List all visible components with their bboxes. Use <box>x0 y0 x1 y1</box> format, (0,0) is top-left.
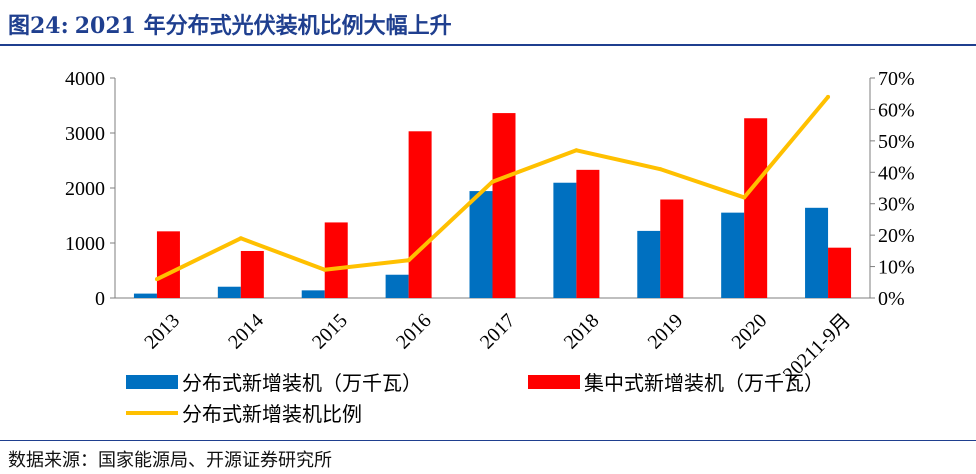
y-left-tick-label: 2000 <box>65 178 105 200</box>
bar-centralized <box>576 169 600 298</box>
x-tick-label: 2014 <box>224 310 268 354</box>
x-tick-label: 2015 <box>308 310 352 354</box>
x-tick-label: 2020 <box>727 310 771 354</box>
chart-bars <box>133 113 852 298</box>
title-divider <box>0 44 976 46</box>
y-left-tick-label: 1000 <box>65 233 105 255</box>
y-right-tick-label: 70% <box>878 68 915 90</box>
y-right-tick-label: 20% <box>878 225 915 247</box>
line-point <box>406 258 411 263</box>
line-point <box>154 277 159 282</box>
line-point <box>238 236 243 241</box>
bar-centralized <box>240 250 264 298</box>
bar-distributed <box>133 293 157 298</box>
figure-title: 图24: 2021 年分布式光伏装机比例大幅上升 <box>8 4 452 44</box>
y-left-tick-label: 0 <box>95 288 105 310</box>
chart-legend: 分布式新增装机（万千瓦） 集中式新增装机（万千瓦） 分布式新增装机比例 <box>126 371 824 426</box>
figure-number: 图24: <box>8 13 69 39</box>
source-note: 数据来源：国家能源局、开源证券研究所 <box>8 450 332 471</box>
bar-centralized <box>408 131 432 298</box>
line-point <box>322 267 327 272</box>
bar-distributed <box>217 286 241 298</box>
bar-distributed <box>721 212 745 298</box>
y-right-tick-label: 10% <box>878 257 915 279</box>
y-right-tick-label: 40% <box>878 162 915 184</box>
bar-distributed <box>553 182 577 298</box>
bar-distributed <box>301 290 325 298</box>
legend-label: 集中式新增装机（万千瓦） <box>584 371 824 395</box>
line-point <box>574 148 579 153</box>
legend-swatch-1 <box>528 375 580 389</box>
line-point <box>490 179 495 184</box>
bar-distributed <box>385 274 409 298</box>
bar-centralized <box>828 247 852 298</box>
bar-distributed <box>637 230 661 298</box>
x-tick-label: 2013 <box>140 310 184 354</box>
bar-distributed <box>469 191 493 298</box>
x-tick-label: 2018 <box>560 310 604 354</box>
x-tick-label: 2019 <box>644 310 688 354</box>
legend-label: 分布式新增装机（万千瓦） <box>182 371 422 395</box>
legend-swatch-0 <box>126 375 178 389</box>
y-left-tick-label: 3000 <box>65 123 105 145</box>
chart-line <box>154 94 831 282</box>
bar-distributed <box>805 207 829 298</box>
bar-centralized <box>492 113 516 298</box>
y-right-tick-label: 50% <box>878 131 915 153</box>
bar-centralized <box>660 199 684 298</box>
bar-centralized <box>156 231 180 298</box>
line-point <box>826 94 831 99</box>
bar-centralized <box>324 222 348 298</box>
footer-divider <box>0 440 976 441</box>
bar-centralized <box>744 118 768 298</box>
y-right-tick-label: 0% <box>878 288 905 310</box>
legend-label: 分布式新增装机比例 <box>182 402 362 426</box>
y-right-tick-label: 30% <box>878 194 915 216</box>
figure-title-text: 2021 年分布式光伏装机比例大幅上升 <box>74 13 452 39</box>
x-tick-label: 2017 <box>476 310 520 354</box>
y-left-tick-label: 4000 <box>65 68 105 90</box>
x-tick-label: 2016 <box>392 310 436 354</box>
line-point <box>742 195 747 200</box>
y-right-tick-label: 60% <box>878 99 915 121</box>
line-point <box>658 167 663 172</box>
